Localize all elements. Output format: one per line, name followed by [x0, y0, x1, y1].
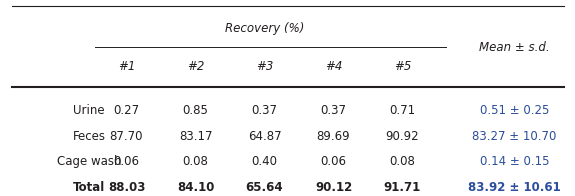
Text: 0.06: 0.06 [113, 155, 140, 168]
Text: 83.92 ± 10.61: 83.92 ± 10.61 [468, 181, 561, 194]
Text: 0.37: 0.37 [320, 104, 347, 117]
Text: 64.87: 64.87 [248, 130, 281, 143]
Text: 0.71: 0.71 [389, 104, 416, 117]
Text: Cage wash: Cage wash [57, 155, 121, 168]
Text: 65.64: 65.64 [246, 181, 283, 194]
Text: 88.03: 88.03 [108, 181, 145, 194]
Text: #2: #2 [187, 60, 204, 73]
Text: #3: #3 [256, 60, 273, 73]
Text: 0.27: 0.27 [113, 104, 140, 117]
Text: 0.06: 0.06 [320, 155, 347, 168]
Text: 0.37: 0.37 [251, 104, 278, 117]
Text: Recovery (%): Recovery (%) [225, 22, 304, 35]
Text: 0.14 ± 0.15: 0.14 ± 0.15 [480, 155, 549, 168]
Text: 0.08: 0.08 [183, 155, 208, 168]
Text: #5: #5 [394, 60, 411, 73]
Text: 84.10: 84.10 [177, 181, 214, 194]
Text: Mean ± s.d.: Mean ± s.d. [480, 41, 550, 54]
Text: 91.71: 91.71 [384, 181, 421, 194]
Text: 0.40: 0.40 [251, 155, 278, 168]
Text: 90.12: 90.12 [315, 181, 352, 194]
Text: Feces: Feces [72, 130, 106, 143]
Text: 0.85: 0.85 [183, 104, 208, 117]
Text: Urine: Urine [74, 104, 105, 117]
Text: 87.70: 87.70 [110, 130, 143, 143]
Text: 0.08: 0.08 [390, 155, 415, 168]
Text: Total: Total [73, 181, 105, 194]
Text: 0.51 ± 0.25: 0.51 ± 0.25 [480, 104, 549, 117]
Text: 83.17: 83.17 [179, 130, 212, 143]
Text: #4: #4 [325, 60, 342, 73]
Text: 90.92: 90.92 [386, 130, 419, 143]
Text: #1: #1 [118, 60, 135, 73]
Text: 89.69: 89.69 [317, 130, 350, 143]
Text: 83.27 ± 10.70: 83.27 ± 10.70 [473, 130, 557, 143]
